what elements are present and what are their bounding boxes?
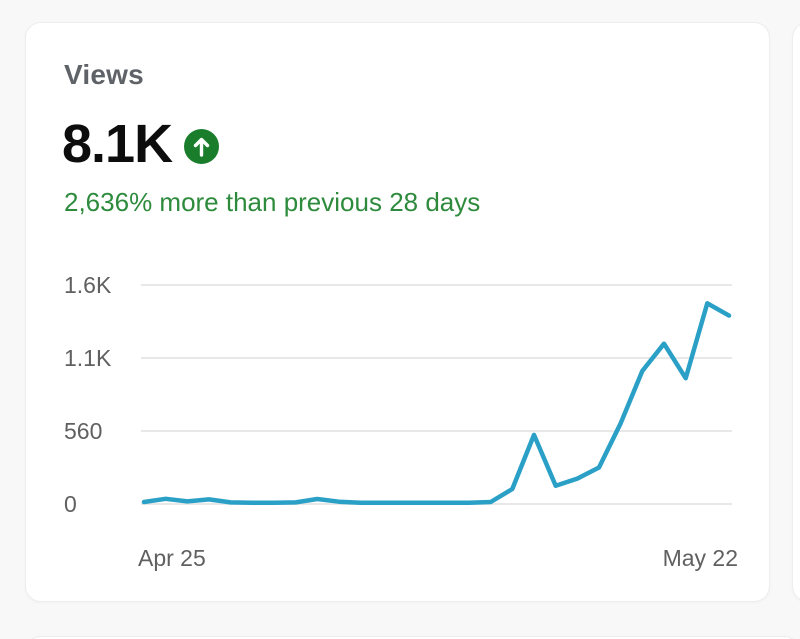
metric-value-row: 8.1K	[62, 114, 220, 174]
metric-value: 8.1K	[62, 114, 173, 174]
views-metric-card[interactable]: Views 8.1K 2,636% more than previous 28 …	[25, 22, 770, 602]
y-axis-label-1600: 1.6K	[64, 272, 112, 298]
card-title: Views	[64, 59, 144, 90]
y-axis-label-0: 0	[64, 491, 77, 517]
views-chart-area: 1.6K 1.1K 560 0 Apr 25 May 22	[26, 23, 771, 603]
x-axis-label-start: Apr 25	[138, 545, 206, 571]
arrow-up-circle-icon	[184, 128, 220, 164]
y-axis-label-560: 560	[64, 418, 103, 444]
views-series-line	[141, 301, 732, 505]
comparison-text: 2,636% more than previous 28 days	[64, 187, 481, 217]
views-line-chart[interactable]	[26, 23, 771, 603]
y-axis-label-1100: 1.1K	[64, 345, 112, 371]
adjacent-metric-card[interactable]	[792, 22, 800, 602]
x-axis-label-end: May 22	[662, 545, 738, 571]
